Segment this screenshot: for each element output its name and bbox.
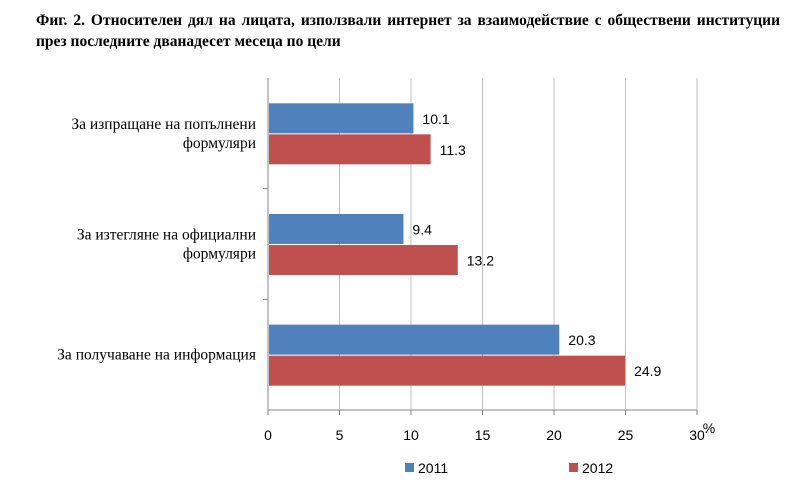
axes	[263, 78, 698, 415]
bar-2012	[269, 134, 431, 165]
x-tick-label: 0	[264, 427, 272, 443]
value-label-2011: 10.1	[422, 111, 449, 127]
category-label-line: За изпращане на попълнени	[71, 116, 256, 133]
legend: 2011 2012	[405, 460, 613, 476]
category-label-line: За получаване на информация	[57, 347, 256, 364]
legend-swatch-2011	[405, 463, 414, 472]
chart-title: Фиг. 2. Относителен дял на лицата, изпол…	[36, 12, 780, 50]
x-tick-label: 20	[546, 427, 562, 443]
x-tick-label: 15	[475, 427, 491, 443]
value-label-2012: 13.2	[467, 253, 494, 269]
value-label-2011: 9.4	[412, 222, 432, 238]
category-label-line: За изтегляне на официални	[77, 227, 256, 244]
legend-label-2011: 2011	[418, 460, 448, 476]
category-label-line: формуляри	[183, 246, 256, 263]
bar-2012	[269, 355, 626, 386]
category-label: За изпращане на попълнени формуляри	[71, 116, 256, 152]
category-label-line: формуляри	[183, 135, 256, 152]
x-tick-label: 10	[403, 427, 419, 443]
value-label-2012: 24.9	[634, 363, 661, 379]
x-unit-label: %	[703, 420, 715, 436]
x-tick-label: 25	[618, 427, 634, 443]
bar-2011	[269, 214, 404, 244]
value-label-2012: 11.3	[440, 142, 466, 158]
category-label: За изтегляне на официални формуляри	[77, 227, 256, 263]
legend-label-2012: 2012	[582, 460, 613, 476]
labels: 0 5 10 15 20 25 30% 10.1 11.3 За изпращане на поп…	[57, 111, 715, 443]
bar-2012	[269, 245, 458, 275]
legend-swatch-2012	[569, 463, 578, 472]
value-label-2011: 20.3	[568, 332, 595, 348]
bar-2011	[269, 103, 414, 134]
x-tick-label: 5	[336, 427, 344, 443]
bar-2011	[269, 324, 560, 355]
category-label: За получаване на информация	[57, 347, 256, 364]
x-tick-label: 30	[689, 427, 705, 443]
bars	[269, 103, 626, 386]
